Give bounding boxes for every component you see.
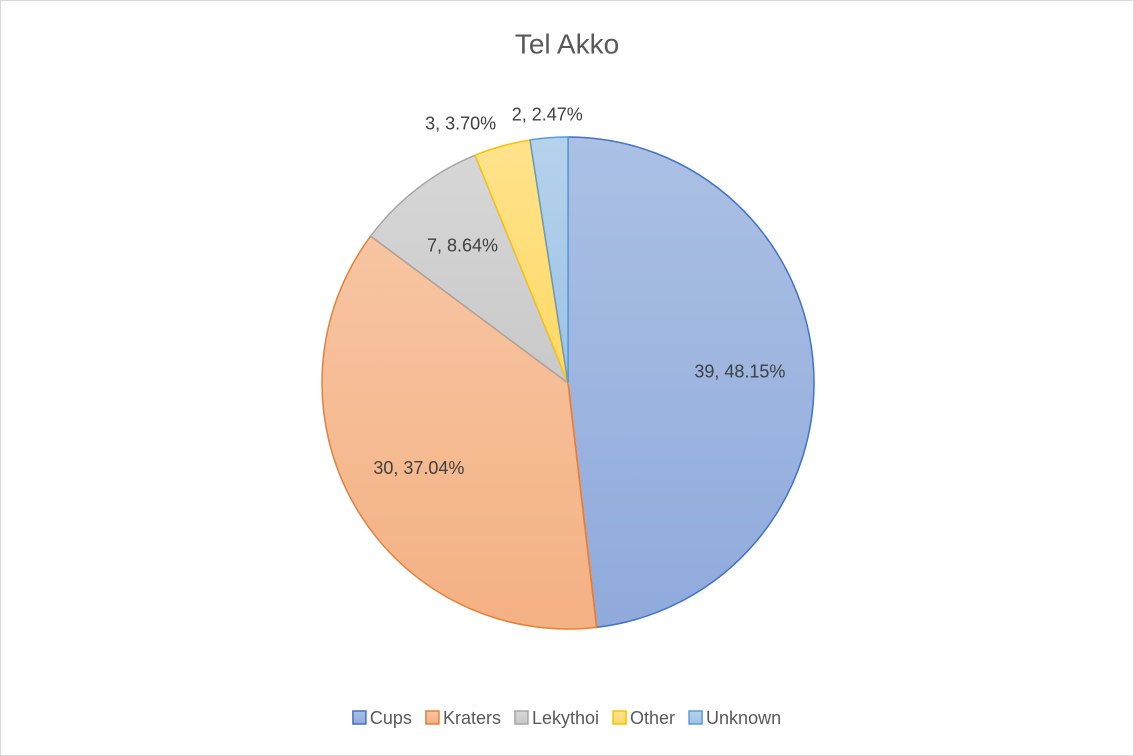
pie-slice [369,154,570,386]
chart-title: Tel Akko [515,28,619,59]
legend-label: Cups [370,708,412,728]
data-label: 2, 2.47% [512,105,583,125]
legend-item: Other [612,708,675,728]
legend-swatch [352,710,367,725]
legend-swatch [688,710,703,725]
legend-swatch [425,710,440,725]
legend-label: Unknown [706,708,781,728]
legend-item: Kraters [425,708,501,728]
pie-slice [321,235,598,630]
data-label: 7, 8.64% [427,236,498,256]
legend-swatch [514,710,529,725]
legend-label: Other [630,708,675,728]
legend-label: Kraters [443,708,501,728]
data-label: 39, 48.15% [694,362,785,382]
legend-label: Lekythoi [532,708,599,728]
legend-swatch [612,710,627,725]
data-label: 3, 3.70% [425,114,496,134]
legend-item: Unknown [688,708,781,728]
data-label: 30, 37.04% [373,458,464,478]
legend-item: Lekythoi [514,708,599,728]
pie-slice [567,136,815,629]
legend-item: Cups [352,708,412,728]
pie-slice [529,136,569,384]
